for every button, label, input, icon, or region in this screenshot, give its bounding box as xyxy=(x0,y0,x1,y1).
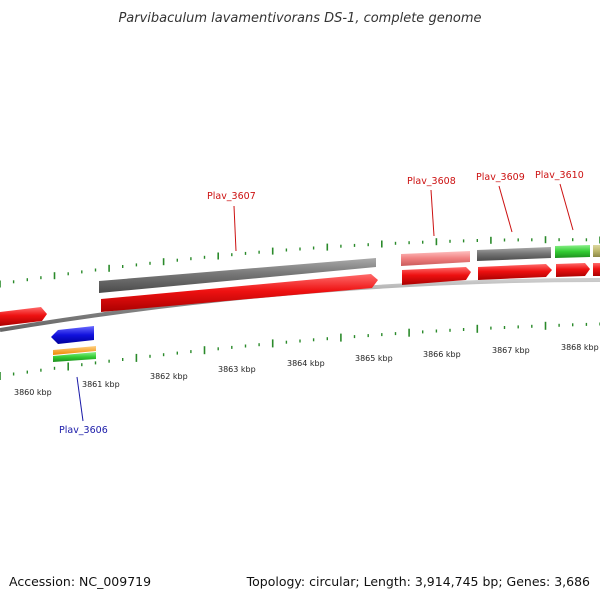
cds-arrow-next[interactable] xyxy=(593,263,600,276)
ruler-label: 3861 kbp xyxy=(82,380,120,389)
gene-feature-plav-3607-gray[interactable] xyxy=(99,258,376,293)
leader-line-plav-3608 xyxy=(430,189,435,237)
gene-feature-plav-3609-gray[interactable] xyxy=(477,247,551,261)
ruler-label: 3865 kbp xyxy=(355,354,393,363)
leader-line-plav-3607 xyxy=(233,205,237,252)
gene-label-plav-3606[interactable]: Plav_3606 xyxy=(59,425,108,436)
ruler-label: 3862 kbp xyxy=(150,372,188,381)
ruler-label: 3863 kbp xyxy=(218,365,256,374)
accession-text: Accession: NC_009719 xyxy=(9,574,151,589)
gene-label-plav-3609[interactable]: Plav_3609 xyxy=(476,172,525,183)
cds-arrow-plav-3610[interactable] xyxy=(556,263,590,277)
gene-feature-green-small[interactable] xyxy=(53,352,96,362)
gene-feature-plav-3608-pink[interactable] xyxy=(401,251,470,266)
cds-arrow-plav-3607[interactable] xyxy=(101,274,378,312)
gene-label-plav-3610[interactable]: Plav_3610 xyxy=(535,170,584,181)
cds-arrow-left-edge[interactable] xyxy=(0,307,47,326)
map-title: Parvibaculum lavamentivorans DS-1, compl… xyxy=(118,11,481,26)
cds-arrow-plav-3608[interactable] xyxy=(402,267,471,285)
gene-feature-orange[interactable] xyxy=(53,346,96,355)
ruler-label: 3867 kbp xyxy=(492,346,530,355)
ruler-label: 3864 kbp xyxy=(287,359,325,368)
ruler-label: 3866 kbp xyxy=(423,350,461,359)
genome-summary-text: Topology: circular; Length: 3,914,745 bp… xyxy=(246,574,590,589)
outer-tick-track xyxy=(0,236,600,288)
leader-line-plav-3610 xyxy=(559,183,574,231)
ruler-label: 3860 kbp xyxy=(14,388,52,397)
gene-label-plav-3608[interactable]: Plav_3608 xyxy=(407,176,456,187)
ruler-label: 3868 kbp xyxy=(561,343,599,352)
leader-line-plav-3609 xyxy=(498,185,513,233)
leader-line-plav-3606 xyxy=(76,376,84,422)
gene-feature-plav-3606-blue[interactable] xyxy=(51,326,94,344)
ruler-tick-track xyxy=(0,321,600,380)
cds-arrow-plav-3609[interactable] xyxy=(478,264,552,280)
gene-label-plav-3607[interactable]: Plav_3607 xyxy=(207,191,256,202)
gene-feature-next-khaki[interactable] xyxy=(593,245,600,257)
gene-feature-plav-3610-green[interactable] xyxy=(555,245,590,258)
